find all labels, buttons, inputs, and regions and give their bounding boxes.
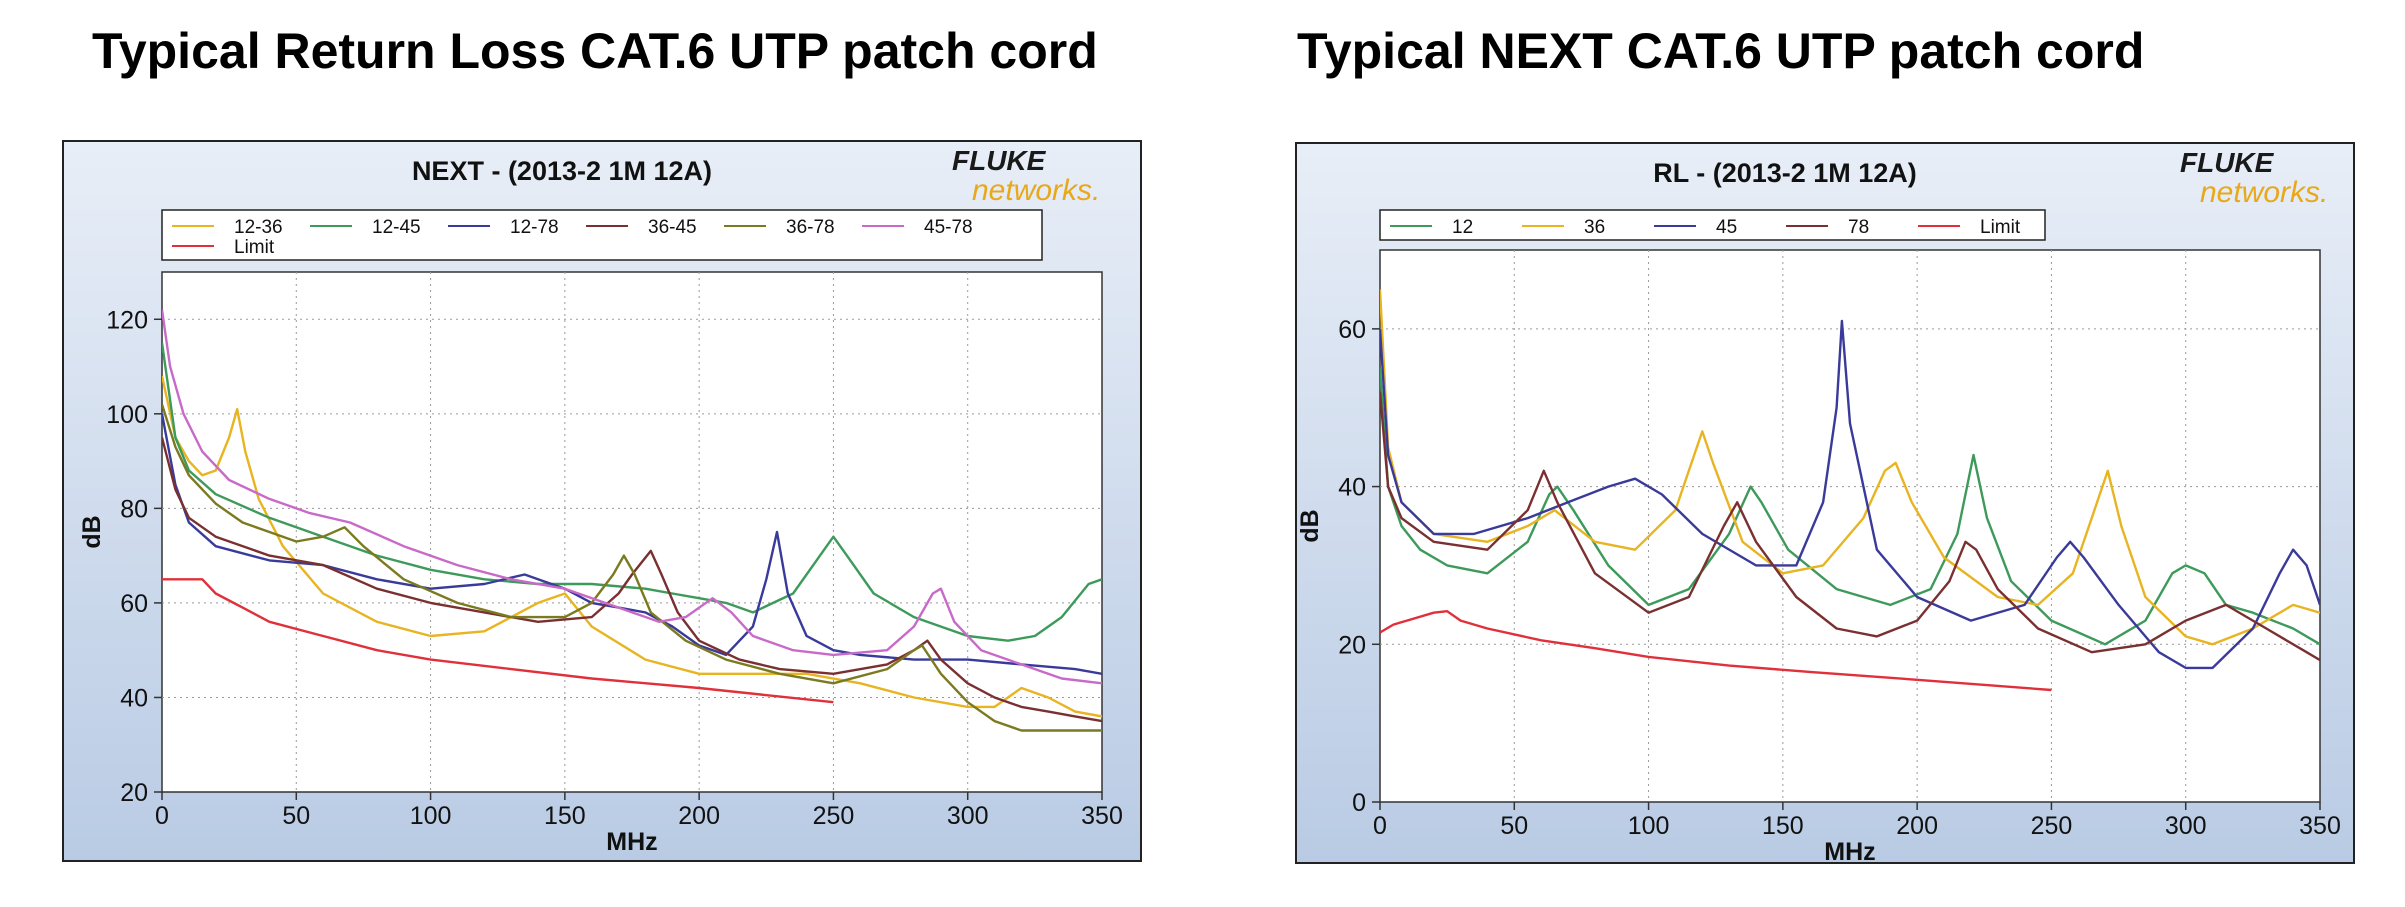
x-axis-label: MHz — [1824, 838, 1875, 864]
legend-label: 12-36 — [234, 217, 283, 238]
x-tick-label: 350 — [2299, 812, 2341, 840]
x-tick-label: 150 — [1762, 812, 1804, 840]
series-line-12-45 — [162, 342, 1102, 642]
legend-label: 12-78 — [510, 217, 559, 238]
x-tick-label: 100 — [1628, 812, 1670, 840]
plot-area — [1379, 249, 2321, 803]
series-line-78 — [1380, 391, 2320, 662]
x-tick-label: 100 — [410, 802, 452, 830]
legend-label: Limit — [234, 237, 275, 258]
y-tick-label: 60 — [1338, 316, 1366, 344]
x-tick-label: 250 — [813, 802, 855, 830]
legend-box — [161, 209, 1043, 261]
x-tick-label: 250 — [2031, 812, 2073, 840]
chart-rl-svg: 0 50 100 150 200 250 300 350 0 20 40 60 MHz dB RL - (2… — [1295, 142, 2355, 866]
heading-next: Typical NEXT CAT.6 UTP patch cord — [1297, 23, 2145, 79]
fluke-logo-networks: networks. — [2200, 176, 2328, 209]
y-axis-label: dB — [1296, 509, 1324, 542]
x-tick-label: 300 — [2165, 812, 2207, 840]
y-tick-label: 0 — [1352, 789, 1366, 817]
x-tick-label: 350 — [1081, 802, 1123, 830]
x-tick-label: 50 — [282, 802, 310, 830]
series-line-45-78 — [162, 309, 1102, 685]
series-line-12-78 — [162, 413, 1102, 675]
legend-label: Limit — [1980, 217, 2021, 238]
series-line-36-45 — [162, 437, 1102, 723]
y-tick-label: 120 — [106, 306, 148, 334]
y-tick-label: 80 — [120, 495, 148, 523]
y-tick-label: 40 — [1338, 474, 1366, 502]
x-axis-label: MHz — [606, 828, 657, 856]
series-line-36 — [1380, 289, 2320, 646]
chart-title: NEXT - (2013-2 1M 12A) — [412, 156, 712, 186]
x-tick-label: 150 — [544, 802, 586, 830]
x-tick-label: 0 — [155, 802, 169, 830]
chart-panel-next: 0 50 100 150 200 250 300 350 20 40 60 80 100 120 MHz dB… — [62, 140, 1142, 862]
chart-panel-rl: 0 50 100 150 200 250 300 350 0 20 40 60 MHz dB RL - (2… — [1295, 142, 2355, 866]
limit-line — [162, 578, 834, 704]
y-tick-label: 20 — [120, 779, 148, 807]
legend-label: 78 — [1848, 217, 1869, 238]
x-tick-label: 0 — [1373, 812, 1387, 840]
series-line-12 — [1380, 368, 2320, 646]
x-tick-label: 50 — [1500, 812, 1528, 840]
legend-label: 45 — [1716, 217, 1737, 238]
limit-line — [1380, 610, 2052, 692]
y-tick-label: 40 — [120, 684, 148, 712]
fluke-logo-brand: FLUKE — [2180, 147, 2275, 178]
x-tick-label: 200 — [678, 802, 720, 830]
legend-label: 12-45 — [372, 217, 421, 238]
chart-title: RL - (2013-2 1M 12A) — [1653, 158, 1917, 188]
legend-label: 45-78 — [924, 217, 973, 238]
heading-return-loss: Typical Return Loss CAT.6 UTP patch cord — [92, 23, 1098, 79]
y-tick-label: 20 — [1338, 631, 1366, 659]
series-line-12-36 — [162, 375, 1102, 718]
series-line-45 — [1380, 319, 2320, 670]
y-axis-label: dB — [78, 515, 106, 548]
legend-label: 36-45 — [648, 217, 697, 238]
series-line-36-78 — [162, 404, 1102, 732]
legend-label: 36-78 — [786, 217, 835, 238]
chart-next-svg: 0 50 100 150 200 250 300 350 20 40 60 80 100 120 MHz dB… — [62, 140, 1142, 862]
x-tick-label: 300 — [947, 802, 989, 830]
fluke-logo-networks: networks. — [972, 174, 1100, 207]
y-tick-label: 60 — [120, 590, 148, 618]
y-tick-label: 100 — [106, 401, 148, 429]
plot-area — [161, 271, 1103, 793]
legend-label: 36 — [1584, 217, 1605, 238]
legend-label: 12 — [1452, 217, 1473, 238]
fluke-logo-brand: FLUKE — [952, 145, 1047, 176]
x-tick-label: 200 — [1896, 812, 1938, 840]
